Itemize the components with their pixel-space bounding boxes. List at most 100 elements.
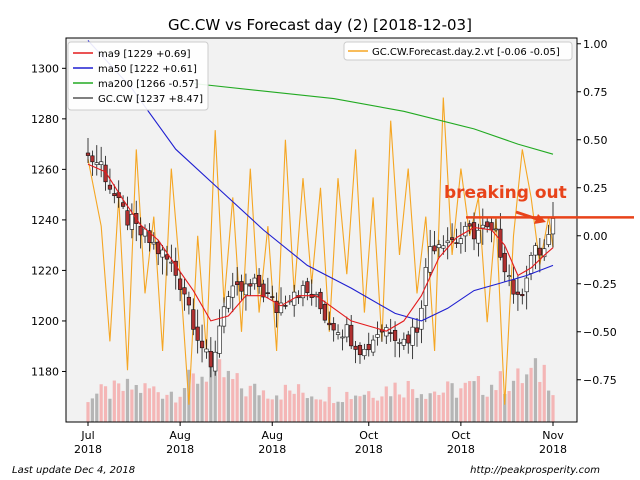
candle-body — [454, 242, 459, 244]
candle — [278, 287, 284, 316]
candle-body — [265, 292, 270, 294]
x-tick-label-year: 2018 — [74, 443, 102, 456]
candle — [476, 223, 481, 257]
volume-bar — [547, 390, 551, 422]
candle-body — [270, 296, 275, 298]
volume-bar — [231, 379, 235, 422]
volume-bar — [305, 398, 309, 422]
candle — [353, 341, 358, 364]
legend-left-label: GC.CW [1237 +8.47] — [98, 94, 203, 105]
volume-bar — [204, 381, 209, 422]
volume-bar — [95, 393, 99, 422]
annotation-arrow-shaft — [515, 210, 541, 222]
candle-body — [125, 210, 130, 226]
candle-body — [103, 164, 108, 183]
left-tick-label: 1240 — [31, 214, 59, 227]
right-tick-label: 0.75 — [583, 86, 608, 99]
candle — [401, 332, 406, 350]
candle-body — [428, 246, 433, 273]
volume-bar — [507, 390, 511, 422]
candle — [178, 272, 183, 302]
volume-bar — [345, 391, 349, 422]
volume-bar — [516, 368, 520, 422]
candle — [265, 277, 270, 299]
right-tick-label: −0.25 — [583, 278, 617, 291]
volume-bar — [503, 393, 507, 422]
candle-body — [436, 244, 442, 249]
candle — [388, 318, 393, 342]
candle — [256, 268, 262, 294]
left-tick-label: 1200 — [31, 315, 59, 328]
right-tick-label: 1.00 — [583, 38, 608, 51]
volume-bar — [103, 386, 108, 422]
candle-body — [450, 237, 455, 240]
candle-body — [366, 343, 371, 351]
candle-body — [178, 278, 183, 290]
moving-averages — [87, 40, 554, 332]
left-tick-label: 1280 — [31, 113, 59, 126]
candle — [151, 232, 156, 250]
candle — [103, 155, 108, 191]
candle — [226, 290, 231, 313]
volume-bar — [498, 371, 502, 422]
candle — [480, 208, 485, 245]
volume-bar — [494, 390, 498, 422]
volume-bar — [182, 388, 187, 422]
candle-body — [243, 283, 249, 296]
candle — [327, 311, 332, 331]
volume-bar — [169, 391, 173, 422]
candle — [515, 275, 521, 311]
candle-body — [182, 287, 187, 295]
candle — [533, 242, 538, 270]
candle-body — [524, 277, 529, 293]
volume-bar — [432, 391, 437, 422]
volume-bar — [511, 380, 516, 422]
volume-bar — [152, 386, 156, 422]
volume-bar — [327, 386, 331, 422]
volume-bar — [239, 388, 244, 422]
candle-body — [235, 281, 240, 285]
candle-body — [344, 324, 349, 338]
candle — [213, 340, 218, 376]
candle — [366, 332, 371, 357]
volume-bar — [86, 402, 90, 422]
candle — [432, 230, 437, 255]
volume-bar — [226, 370, 230, 422]
candle-body — [353, 345, 358, 350]
candle — [261, 279, 266, 303]
candle-body — [208, 350, 213, 368]
volume-bar — [301, 392, 305, 422]
candle — [107, 168, 113, 194]
candle — [524, 265, 529, 310]
candle-body — [191, 309, 196, 330]
candle — [428, 229, 433, 277]
candle-body — [511, 279, 516, 295]
volume-bar — [257, 395, 261, 422]
legend-left-label: ma200 [1266 -0.57] — [98, 79, 199, 90]
candle-body — [550, 218, 556, 235]
annotation-text: breaking out — [444, 183, 567, 203]
candle-body — [169, 261, 174, 264]
volume-bar — [538, 381, 542, 422]
candle-body — [160, 249, 165, 258]
candle-body — [327, 322, 332, 326]
candle-body — [362, 348, 367, 357]
candle-body — [397, 342, 402, 344]
candle-body — [138, 225, 143, 236]
volume-bar — [446, 381, 450, 422]
candle-body — [533, 245, 538, 256]
volume-bar — [424, 398, 428, 422]
candle — [471, 212, 477, 251]
candle — [199, 324, 205, 363]
volume-bar — [428, 393, 432, 422]
candle — [371, 335, 376, 357]
candle-body — [164, 254, 170, 260]
volume-bar — [389, 396, 393, 422]
candle — [445, 227, 450, 260]
candle — [392, 321, 398, 358]
candle-body — [256, 274, 262, 287]
x-tick-label-month: Oct — [359, 429, 379, 442]
candle — [375, 321, 380, 346]
x-tick-label-month: Aug — [169, 429, 190, 442]
candle-body — [195, 326, 200, 341]
